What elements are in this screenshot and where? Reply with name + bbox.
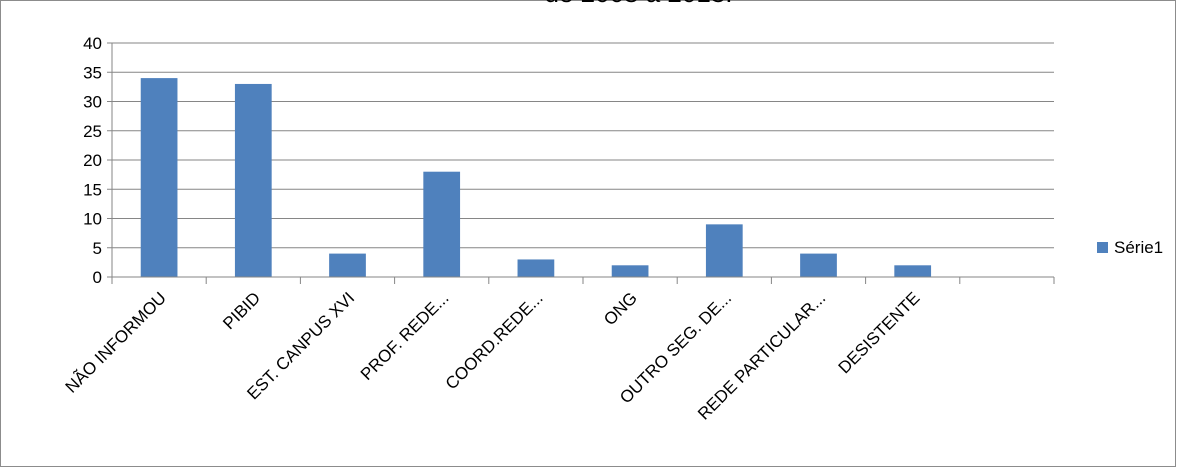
bars: [140, 78, 932, 277]
y-tick-label: 20: [83, 151, 102, 170]
bar-2: [234, 83, 272, 277]
x-tick-label: PIBID: [219, 288, 264, 333]
bar-8: [800, 253, 837, 277]
y-tick-label: 10: [83, 210, 102, 229]
legend-label-serie1: Série1: [1114, 238, 1163, 257]
bar-3: [329, 253, 366, 277]
bar-1: [140, 78, 178, 277]
y-tick-label: 25: [83, 122, 102, 141]
bar-5: [517, 259, 555, 277]
y-tick-label: 30: [83, 93, 102, 112]
y-tick-label: 40: [83, 34, 102, 53]
y-tick-label: 35: [83, 63, 102, 82]
chart-title: de 2008 a 2013.: [0, 0, 1198, 9]
y-tick-labels: 0 5 10 15 20 25 30 35 40: [83, 34, 102, 287]
legend: Série1: [1097, 238, 1163, 257]
bar-6: [611, 265, 649, 277]
legend-swatch-serie1: [1097, 242, 1108, 253]
x-tick-label: NÃO INFORMOU: [62, 288, 170, 396]
axes: [107, 42, 1055, 284]
y-tick-label: 0: [93, 268, 102, 287]
bar-4: [423, 171, 461, 277]
y-tick-label: 5: [93, 239, 102, 258]
x-tick-label: EST. CANPUS XVI: [243, 288, 358, 403]
y-tick-label: 15: [83, 180, 102, 199]
x-tick-label: ONG: [600, 288, 641, 329]
bar-7: [705, 224, 743, 277]
bar-9: [894, 265, 932, 277]
x-tick-label: DESISTENTE: [835, 288, 924, 377]
x-tick-label: PROF. REDE...: [357, 288, 453, 384]
x-tick-label: COORD.REDE...: [442, 288, 547, 393]
